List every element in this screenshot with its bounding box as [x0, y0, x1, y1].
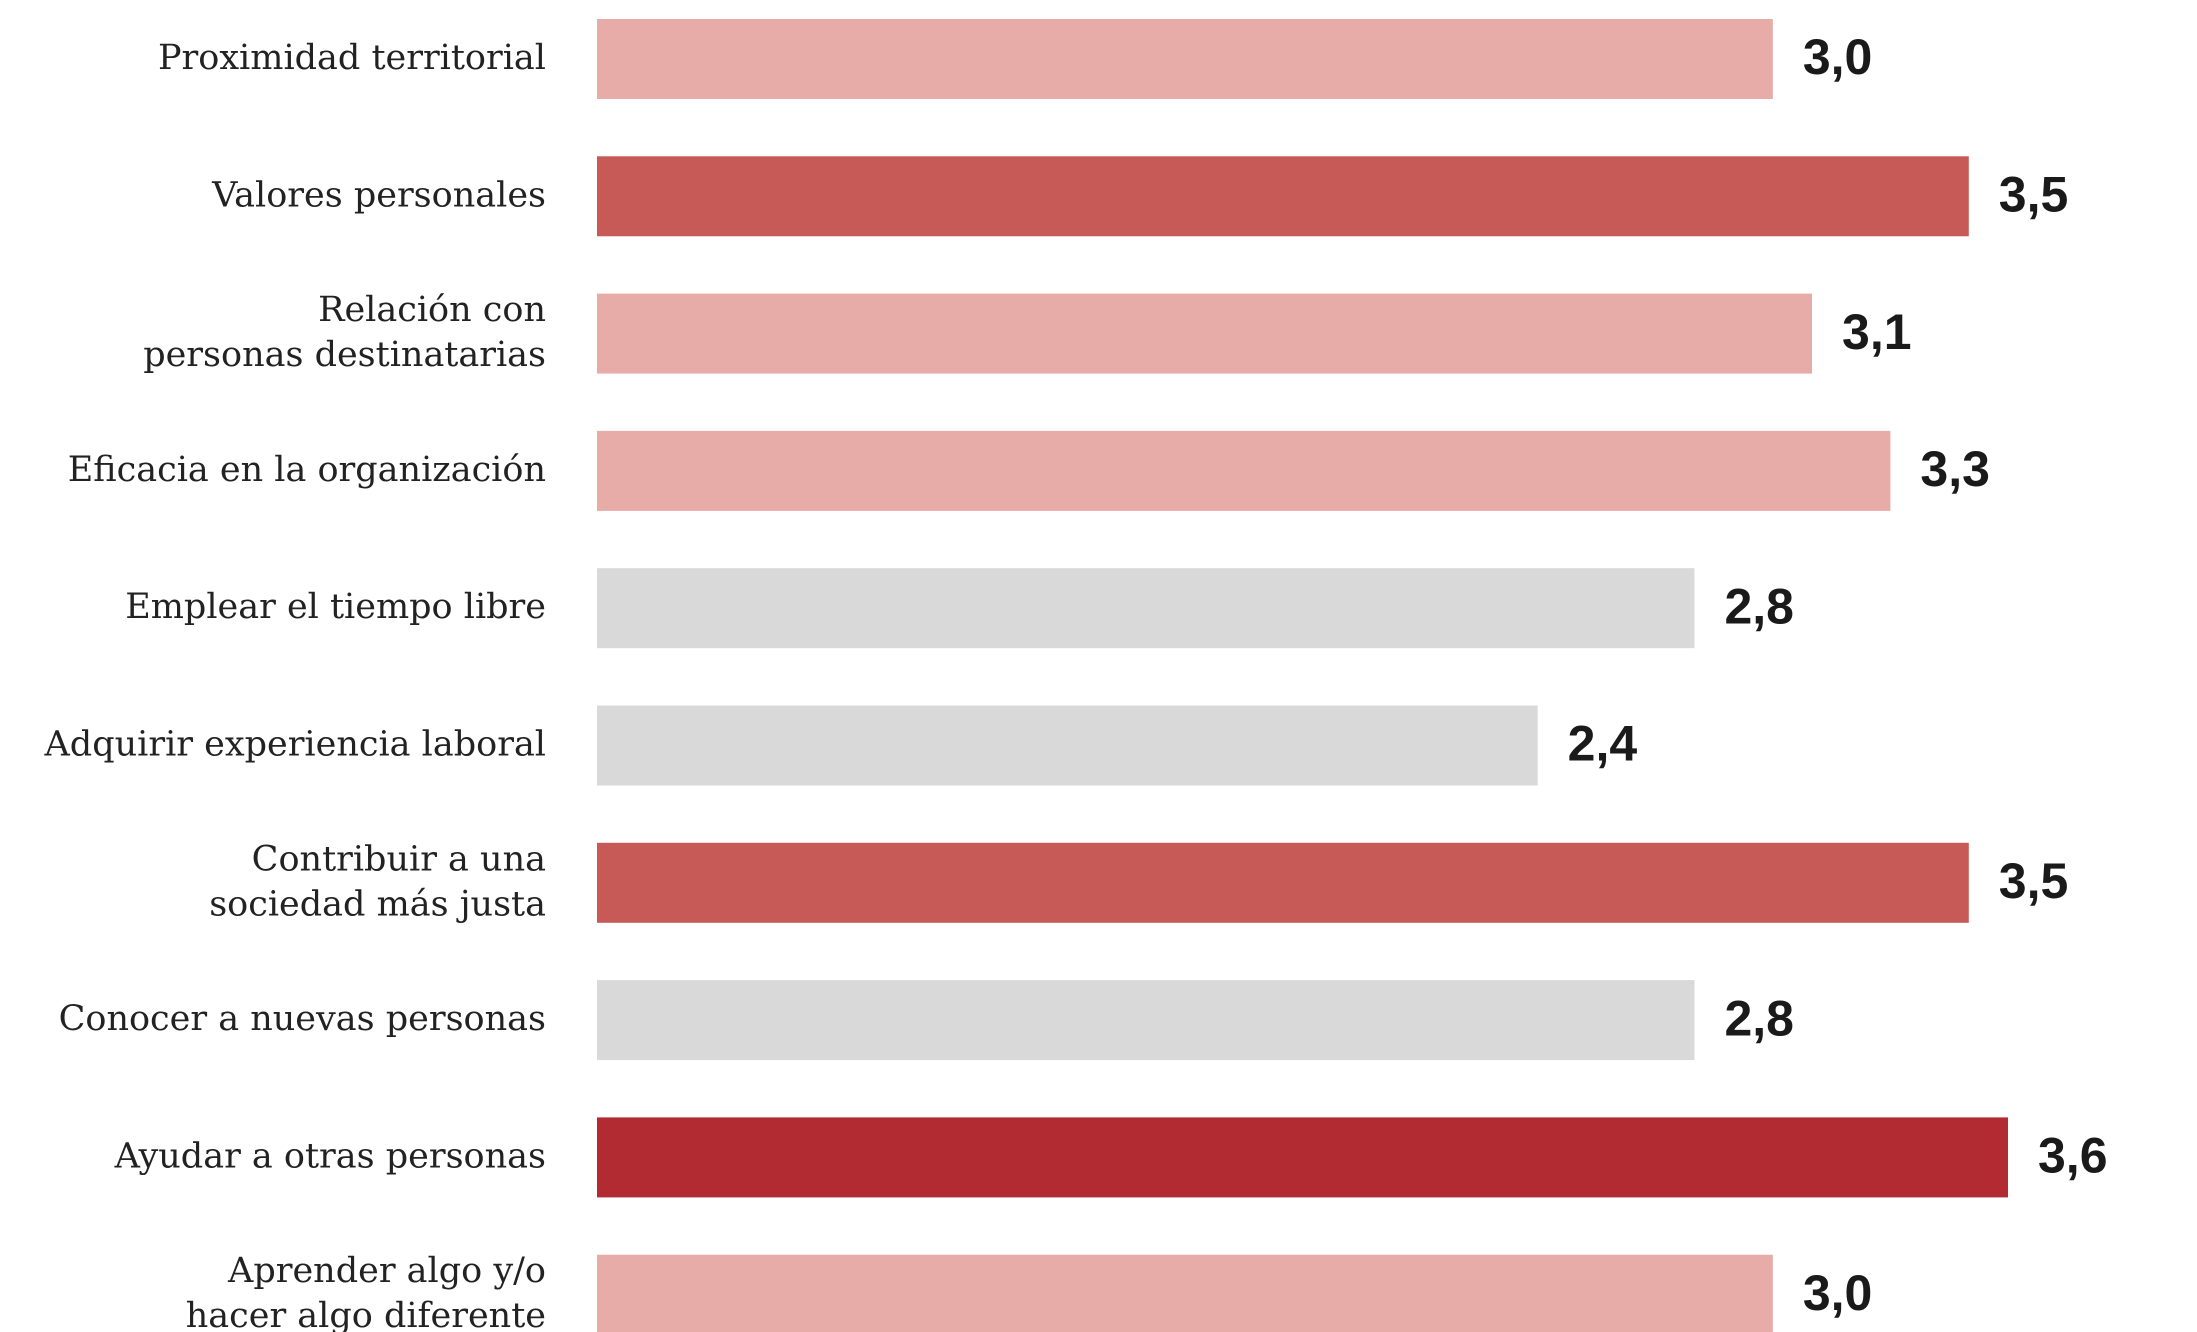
category-label-line: Eficacia en la organización: [68, 449, 546, 489]
bar: [597, 568, 1695, 649]
category-label-line: Valores personales: [211, 175, 546, 215]
category-label: Adquirir experiencia laboral: [44, 724, 546, 764]
value-label: 3,3: [1920, 441, 1990, 497]
bar: [597, 1117, 2008, 1198]
bar: [597, 430, 1891, 511]
category-label: Ayudar a otras personas: [114, 1136, 546, 1176]
category-label: Relación con personas destinatarias: [143, 290, 546, 375]
bar: [597, 705, 1538, 786]
category-label: Proximidad territorial: [158, 38, 546, 78]
value-label: 3,5: [1999, 853, 2069, 909]
category-label-line: Adquirir experiencia laboral: [44, 724, 546, 764]
bar: [597, 980, 1695, 1061]
category-label: Contribuir a una sociedad más justa: [209, 839, 546, 924]
category-label: Eficacia en la organización: [68, 449, 546, 489]
value-label: 2,8: [1724, 578, 1794, 634]
category-label-line: Contribuir a una: [252, 839, 546, 879]
value-label: 3,0: [1803, 1265, 1873, 1321]
bar: [597, 1254, 1773, 1332]
bar: [597, 19, 1773, 99]
category-label-line: sociedad más justa: [209, 884, 546, 924]
value-label: 2,4: [1568, 716, 1638, 772]
value-label: 3,5: [1999, 167, 2069, 223]
category-label-line: Emplear el tiempo libre: [125, 587, 546, 627]
category-label-line: Relación con: [318, 290, 546, 330]
category-label: Conocer a nuevas personas: [59, 999, 546, 1039]
value-label: 3,1: [1842, 304, 1912, 360]
category-label-line: Proximidad territorial: [158, 38, 546, 78]
category-label-line: Conocer a nuevas personas: [59, 999, 546, 1039]
bar: [597, 156, 1969, 237]
bar: [597, 293, 1813, 374]
category-label-line: Ayudar a otras personas: [114, 1136, 546, 1176]
category-label: Emplear el tiempo libre: [125, 587, 546, 627]
value-label: 3,0: [1803, 29, 1873, 85]
value-label: 2,8: [1724, 990, 1794, 1046]
bar: [597, 842, 1969, 923]
category-label-line: personas destinatarias: [143, 335, 546, 375]
category-label-line: Aprender algo y/o: [227, 1251, 546, 1291]
category-label: Aprender algo y/o hacer algo diferente: [186, 1251, 546, 1332]
category-label: Valores personales: [211, 175, 546, 215]
value-label: 3,6: [2038, 1128, 2108, 1184]
category-label-line: hacer algo diferente: [186, 1296, 546, 1332]
